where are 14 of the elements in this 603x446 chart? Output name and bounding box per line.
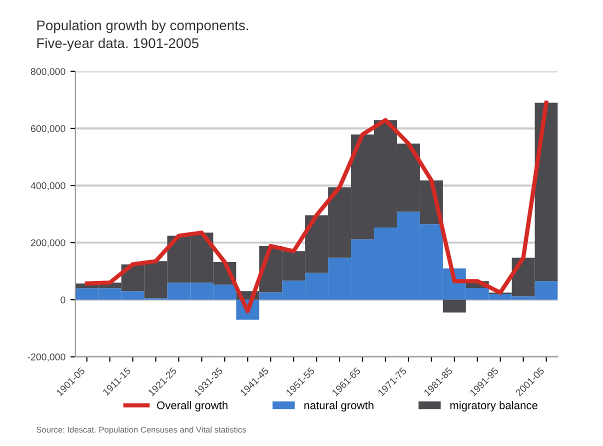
legend-label: migratory balance bbox=[450, 401, 538, 412]
line-series bbox=[84, 100, 548, 314]
legend-label: natural growth bbox=[304, 401, 374, 412]
source-note: Source: Idescat. Population Censuses and Vital statistics bbox=[36, 426, 246, 434]
y-tick-label: 0 bbox=[60, 296, 66, 304]
y-tick-label: 800,000 bbox=[30, 68, 66, 76]
chart-title: Population growth by components. bbox=[37, 20, 248, 34]
y-tick-label: -200,000 bbox=[28, 354, 66, 362]
y-tick-label: 400,000 bbox=[30, 182, 66, 190]
y-tick-label: 600,000 bbox=[31, 125, 66, 134]
bar bbox=[442, 300, 466, 313]
y-tick-label: 200,000 bbox=[31, 239, 66, 248]
chart-subtitle: Five-year data. 1901-2005 bbox=[37, 38, 199, 51]
legend-label: Overall growth bbox=[157, 401, 228, 412]
